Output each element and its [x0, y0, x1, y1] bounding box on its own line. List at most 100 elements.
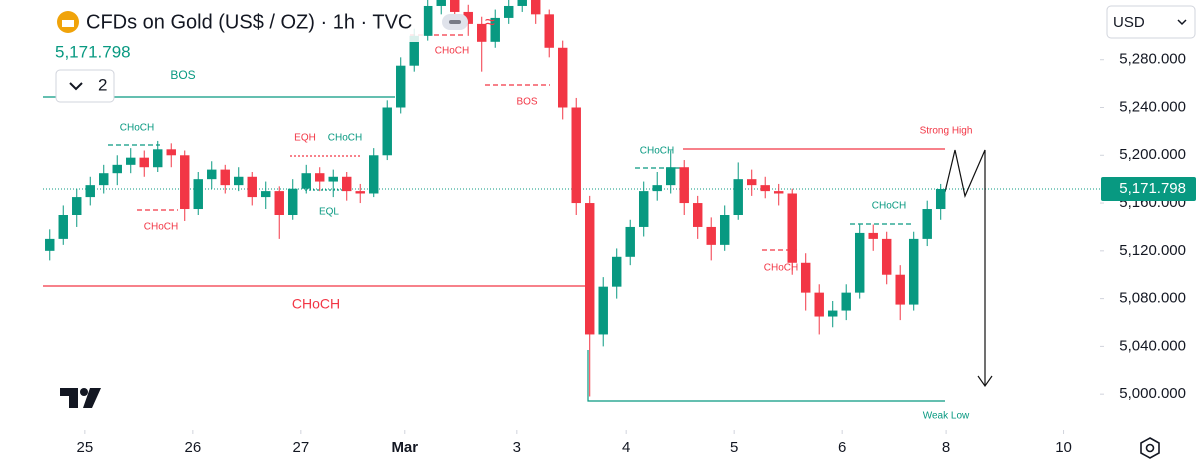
candle-body: [598, 286, 608, 335]
candle-body: [787, 193, 797, 263]
annotation: CHoCH: [640, 146, 674, 157]
candle-body: [382, 107, 392, 156]
x-tick-label: 5: [730, 439, 738, 456]
annotation: CHoCH: [328, 133, 362, 144]
currency-button[interactable]: [1106, 5, 1196, 39]
candle-body: [328, 176, 338, 182]
candle-body: [733, 179, 743, 215]
candle-body: [355, 191, 365, 194]
candle-body: [436, 0, 446, 6]
candle-body: [112, 164, 122, 174]
candle-body: [922, 209, 932, 239]
candle-body: [827, 310, 838, 317]
candle-body: [85, 185, 95, 198]
candle-body: [800, 262, 811, 293]
y-tick-label: 5,240.000: [1119, 98, 1186, 115]
candle-body: [584, 203, 595, 335]
last-price-box: [1101, 176, 1196, 201]
title-bg: [44, 4, 424, 42]
annotation: BOS: [516, 97, 537, 108]
candle-body: [531, 0, 541, 15]
settings-icon[interactable]: [1140, 437, 1160, 459]
x-tick-label: 6: [838, 439, 846, 456]
symbol-icon-bar: [62, 20, 74, 27]
last-price: 5,171.798: [55, 42, 131, 61]
annotation: CHoCH: [872, 201, 906, 212]
candle-body: [274, 191, 284, 215]
x-tick-label: 26: [184, 439, 201, 456]
candle-body: [611, 256, 622, 287]
candle-body: [342, 176, 352, 192]
candle-body: [719, 215, 730, 245]
x-tick-label: 4: [622, 439, 630, 456]
candle-body: [220, 169, 230, 186]
candle-body: [544, 14, 554, 48]
candle-body: [638, 191, 649, 227]
candle-body: [193, 179, 203, 210]
candle-body: [153, 149, 163, 168]
candle-body: [234, 176, 244, 186]
annotation: CHoCH: [144, 222, 178, 233]
y-tick-label: 5,000.000: [1119, 385, 1186, 402]
x-tick-label: 3: [513, 439, 521, 456]
y-tick-label: 5,280.000: [1119, 51, 1186, 68]
status-dot: [449, 20, 461, 24]
candle-body: [868, 232, 878, 239]
candle-body: [301, 173, 311, 189]
last-price-label: 5,171.798: [1119, 180, 1186, 197]
annotation: BOS: [170, 68, 195, 82]
chevron: [69, 82, 83, 91]
annotation: EQL: [319, 207, 339, 218]
candle-body: [490, 17, 500, 42]
candle-body: [665, 167, 676, 186]
candle-body: [706, 226, 716, 245]
candle-body: [126, 157, 136, 165]
candle-body: [450, 0, 460, 12]
candle-body: [881, 238, 892, 275]
candle-body: [854, 232, 865, 293]
candle-body: [180, 155, 190, 210]
candle-body: [652, 185, 662, 192]
candle-body: [369, 155, 379, 194]
candle-body: [679, 167, 689, 204]
candle-body: [261, 191, 271, 198]
chevron: [1177, 19, 1187, 26]
status-icon: ≈: [485, 12, 495, 32]
candle-body: [773, 191, 784, 194]
candle-body: [58, 215, 68, 239]
annotation: CHoCH: [292, 296, 340, 312]
annotations: BOS CHoCH CHoCH EQH CHoCH EQL CHoCH BOS …: [120, 46, 973, 422]
annotation: CHoCH: [435, 46, 469, 57]
candle-body: [409, 35, 419, 66]
tv-logo: [60, 388, 101, 408]
candle-body: [72, 197, 82, 215]
candle-body: [207, 169, 217, 180]
indicator-count: 2: [98, 75, 107, 94]
candle-body: [288, 188, 298, 215]
currency: USD: [1113, 14, 1145, 31]
candle-body: [814, 292, 824, 317]
indicator-toggle[interactable]: [55, 69, 115, 103]
y-tick-label: 5,120.000: [1119, 242, 1186, 259]
y-tick-label: 5,040.000: [1119, 337, 1186, 354]
x-tick-label: Mar: [391, 439, 418, 456]
candles: [45, 0, 946, 397]
annotation: CHoCH: [764, 263, 798, 274]
annotation: Weak Low: [923, 411, 970, 422]
candle-body: [396, 65, 406, 108]
candle-body: [477, 23, 487, 42]
x-tick-label: 10: [1055, 439, 1072, 456]
candle-body: [99, 173, 109, 186]
candle-body: [166, 149, 176, 156]
candle-body: [895, 274, 905, 305]
overlay: CFDs on Gold (US$ / OZ) · 1h · TVC ≈ 5,1…: [44, 4, 1196, 459]
price-axis: [1100, 0, 1200, 464]
chart-title: CFDs on Gold (US$ / OZ) · 1h · TVC: [86, 11, 412, 33]
annotation: Strong High: [920, 126, 973, 137]
x-tick-label: 25: [77, 439, 94, 456]
candle-body: [841, 292, 851, 311]
x-tick-label: 27: [292, 439, 309, 456]
candle-body: [558, 47, 568, 108]
candle-body: [571, 107, 581, 204]
